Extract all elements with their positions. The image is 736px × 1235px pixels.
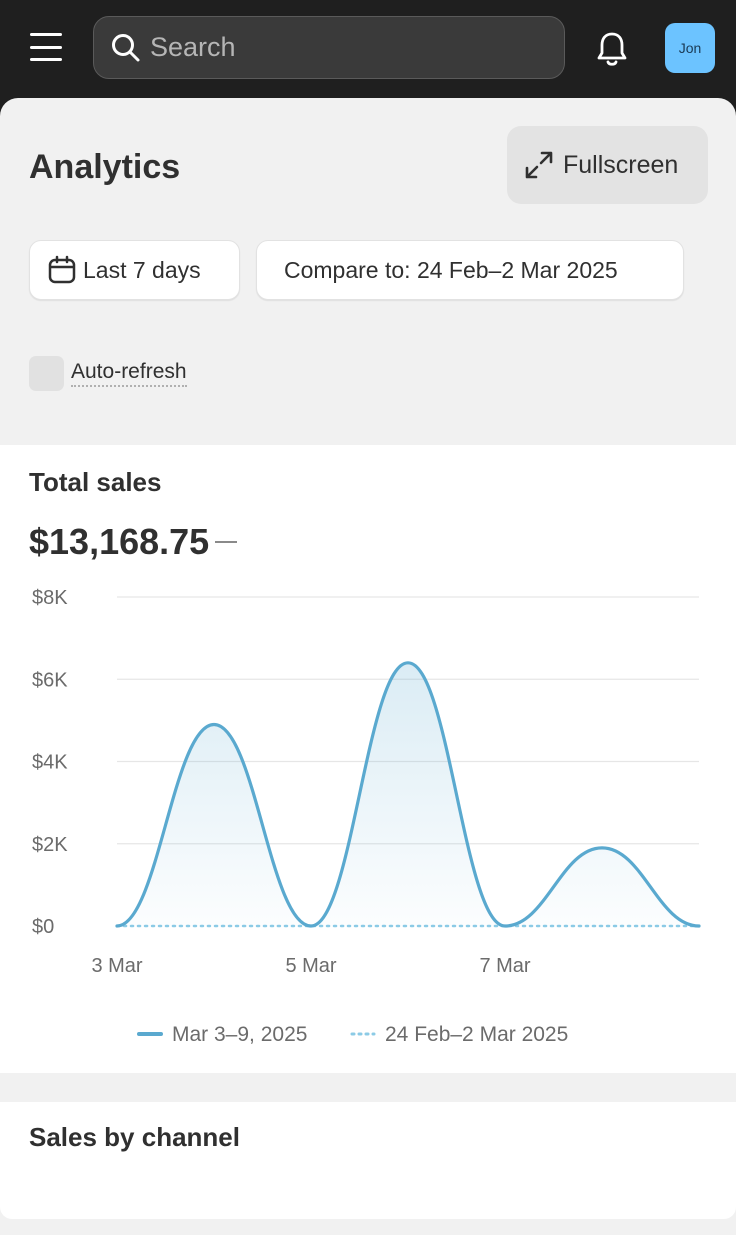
legend-label-compare: 24 Feb–2 Mar 2025 xyxy=(385,1023,568,1046)
total-sales-chart: $0 $2K $4K $6K $8K 3 Mar 5 Mar 7 Mar Mar 3–9, 20… xyxy=(32,587,701,1046)
y-tick-label: $0 xyxy=(32,916,54,938)
fullscreen-label: Fullscreen xyxy=(563,150,679,179)
x-tick-label: 3 Mar xyxy=(91,955,142,977)
x-tick-label: 5 Mar xyxy=(285,955,336,977)
total-sales-card: Total sales $13,168.75 $0 $2K $4K $6K $8K 3 M… xyxy=(0,445,736,1073)
auto-refresh-checkbox[interactable] xyxy=(29,356,64,391)
sales-by-channel-card: Sales by channel xyxy=(0,1102,736,1219)
auto-refresh-label: Auto-refresh xyxy=(71,360,187,387)
search-input[interactable] xyxy=(150,32,550,63)
legend-label-primary: Mar 3–9, 2025 xyxy=(172,1023,307,1046)
top-bar: Jon xyxy=(0,0,736,98)
y-tick-label: $4K xyxy=(32,752,68,774)
total-sales-title: Total sales xyxy=(29,467,162,497)
date-range-picker[interactable]: Last 7 days xyxy=(29,240,240,300)
sales-by-channel-title: Sales by channel xyxy=(29,1122,240,1152)
y-tick-label: $6K xyxy=(32,669,68,691)
analytics-page: Analytics Fullscreen Last 7 days Compare… xyxy=(0,98,736,1235)
calendar-icon xyxy=(48,255,76,284)
compare-period-picker[interactable]: Compare to: 24 Feb–2 Mar 2025 xyxy=(256,240,684,300)
series-area-primary xyxy=(117,662,699,926)
y-tick-label: $2K xyxy=(32,834,68,856)
hamburger-menu-icon[interactable] xyxy=(26,30,66,64)
page-title: Analytics xyxy=(29,148,181,186)
expand-arrows-icon xyxy=(525,151,553,179)
menu-line xyxy=(30,58,62,61)
compare-label: Compare to: 24 Feb–2 Mar 2025 xyxy=(284,256,618,283)
fullscreen-button[interactable]: Fullscreen xyxy=(507,126,708,204)
y-tick-label: $8K xyxy=(32,587,68,609)
date-range-label: Last 7 days xyxy=(83,256,201,283)
menu-line xyxy=(30,45,62,49)
bell-icon[interactable] xyxy=(594,29,630,69)
series-line-primary xyxy=(115,661,701,928)
user-avatar[interactable]: Jon xyxy=(665,23,715,73)
change-indicator xyxy=(215,541,237,543)
avatar-initials: Jon xyxy=(678,40,702,56)
search-icon xyxy=(112,33,140,61)
x-tick-label: 7 Mar xyxy=(479,955,530,977)
auto-refresh-toggle: Auto-refresh xyxy=(29,356,187,391)
menu-line xyxy=(30,33,62,36)
search-bar[interactable] xyxy=(93,16,565,79)
total-sales-value: $13,168.75 xyxy=(29,521,210,562)
